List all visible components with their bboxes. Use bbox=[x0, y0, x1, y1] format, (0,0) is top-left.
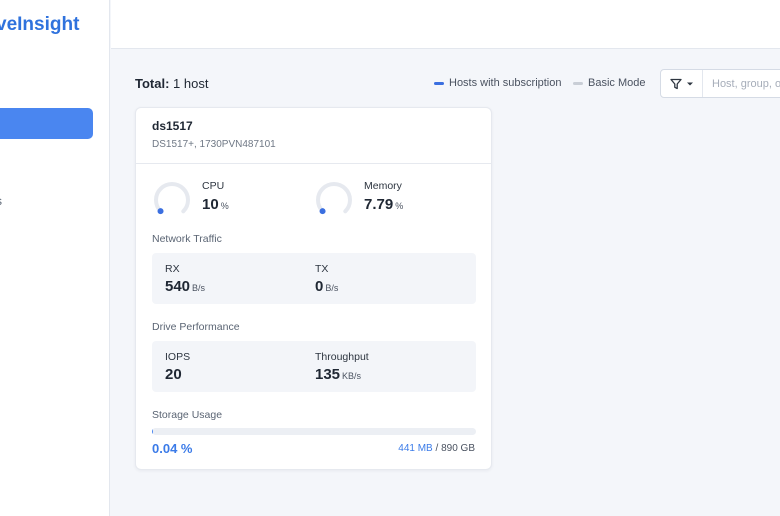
storage-total: 890 GB bbox=[441, 443, 475, 454]
storage-separator: / bbox=[432, 443, 442, 454]
throughput-value: 135 bbox=[315, 366, 341, 383]
throughput-label: Throughput bbox=[315, 351, 369, 363]
total-value: 1 host bbox=[173, 76, 209, 91]
memory-label: Memory bbox=[364, 180, 402, 192]
iops-label: IOPS bbox=[165, 351, 191, 363]
host-total: Total: 1 host bbox=[135, 76, 208, 91]
legend-subscription: Hosts with subscription bbox=[434, 77, 562, 89]
gauge-level-dot bbox=[157, 208, 164, 215]
rx-unit: B/s bbox=[192, 283, 206, 293]
rx-value: 540 bbox=[165, 278, 191, 295]
total-label: Total: bbox=[135, 76, 170, 91]
memory-value-wrap: 7.79% bbox=[364, 196, 403, 213]
top-bar bbox=[111, 0, 780, 49]
rx-label: RX bbox=[165, 263, 180, 275]
brand-part2: Insight bbox=[17, 14, 80, 35]
legend-label-basic: Basic Mode bbox=[588, 77, 646, 89]
gauge-level-dot bbox=[319, 208, 326, 215]
cpu-unit: % bbox=[220, 201, 229, 211]
brand-part1: ve bbox=[0, 14, 18, 35]
search-input[interactable]: Host, group, or bbox=[712, 77, 780, 90]
tx-value-wrap: 0 B/s bbox=[315, 278, 338, 295]
tx-label: TX bbox=[315, 263, 329, 275]
cpu-value: 10 bbox=[202, 196, 219, 213]
chevron-down-icon bbox=[687, 82, 693, 85]
legend-swatch-basic bbox=[573, 81, 583, 85]
search-filter-box: Host, group, or bbox=[660, 69, 780, 98]
gauge-track bbox=[316, 182, 352, 214]
storage-usage-bar bbox=[152, 428, 476, 435]
drive-performance-title: Drive Performance bbox=[152, 321, 240, 333]
legend-label-subscription: Hosts with subscription bbox=[449, 77, 562, 89]
filter-button[interactable] bbox=[670, 70, 703, 97]
drive-performance-panel: IOPS 20 Throughput 135 KB/s bbox=[152, 341, 476, 392]
host-card[interactable]: ds1517 DS1517+, 1730PVN487101 CPU 10% Me… bbox=[135, 107, 492, 470]
memory-unit: % bbox=[395, 201, 404, 211]
sidebar-item-label-fragment[interactable]: s bbox=[0, 194, 2, 208]
cpu-value-wrap: 10% bbox=[202, 196, 229, 213]
rx-value-wrap: 540 B/s bbox=[165, 278, 205, 295]
storage-used: 441 MB bbox=[398, 443, 433, 454]
cpu-label: CPU bbox=[202, 180, 225, 192]
storage-usage-percent: 0.04 % bbox=[152, 441, 193, 456]
host-card-header: ds1517 DS1517+, 1730PVN487101 bbox=[136, 108, 491, 164]
network-traffic-panel: RX 540 B/s TX 0 B/s bbox=[152, 253, 476, 304]
sidebar: veInsight s bbox=[0, 0, 110, 516]
legend-swatch-subscription bbox=[434, 81, 444, 85]
filter-icon bbox=[670, 78, 682, 89]
tx-value: 0 bbox=[315, 278, 324, 295]
host-name: ds1517 bbox=[152, 119, 193, 133]
brand-logo[interactable]: veInsight bbox=[0, 14, 79, 36]
memory-value: 7.79 bbox=[364, 196, 394, 213]
memory-gauge bbox=[316, 182, 352, 215]
tx-unit: B/s bbox=[325, 283, 339, 293]
cpu-gauge bbox=[154, 182, 190, 215]
gauge-track bbox=[154, 182, 190, 214]
sidebar-item-active[interactable] bbox=[0, 108, 93, 139]
throughput-value-wrap: 135 KB/s bbox=[315, 366, 361, 383]
storage-capacity: 441 MB / 890 GB bbox=[398, 443, 475, 454]
legend-basic-mode: Basic Mode bbox=[573, 77, 645, 89]
throughput-unit: KB/s bbox=[342, 371, 362, 381]
network-traffic-title: Network Traffic bbox=[152, 233, 222, 245]
iops-value: 20 bbox=[165, 366, 182, 383]
host-model-serial: DS1517+, 1730PVN487101 bbox=[152, 139, 276, 150]
storage-usage-title: Storage Usage bbox=[152, 409, 223, 421]
